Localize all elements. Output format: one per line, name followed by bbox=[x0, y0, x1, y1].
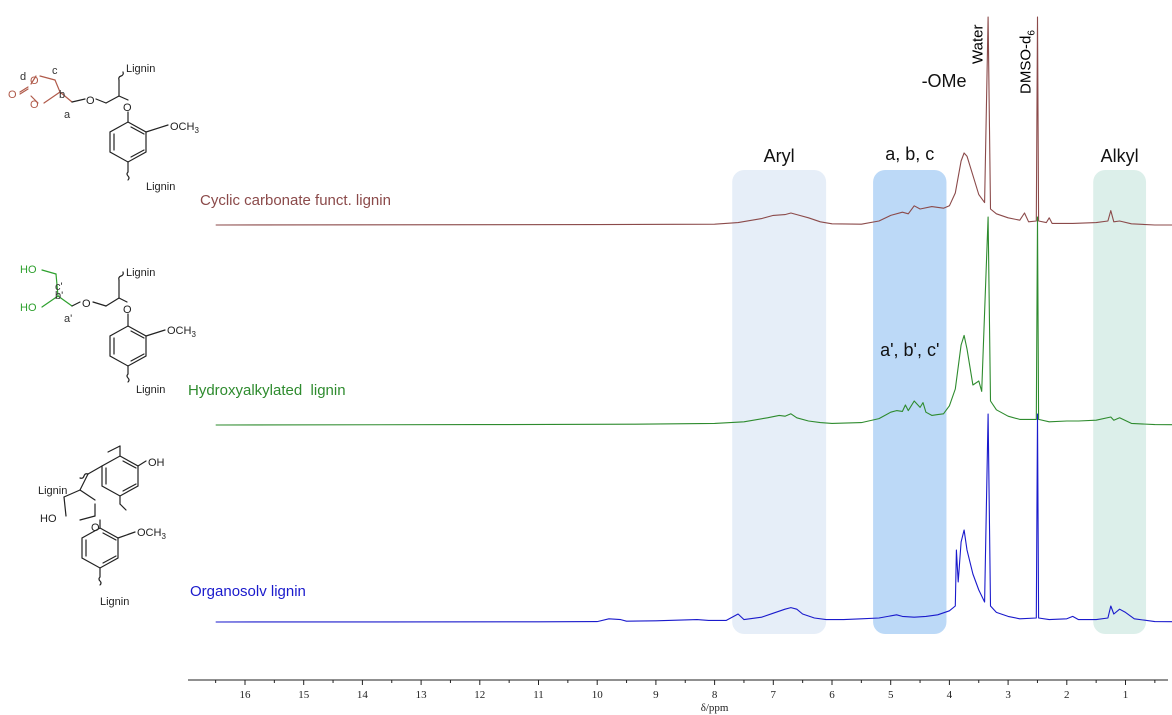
x-tick-label-1: 1 bbox=[1123, 689, 1129, 701]
struct2-label-lignin-bottom: Lignin bbox=[136, 384, 165, 396]
annotation-ome: -OMe bbox=[922, 71, 967, 91]
spectrum-line-2 bbox=[215, 413, 1172, 623]
annotation-water: Water bbox=[970, 25, 987, 64]
x-tick-label-14: 14 bbox=[357, 689, 369, 701]
x-axis: 161514131211109876543210 bbox=[188, 679, 1168, 701]
series-label-hydroxyalkylated: Hydroxyalkylated lignin bbox=[188, 382, 346, 399]
structure-organosolv bbox=[63, 445, 147, 586]
struct3-label-lignin-bottom: Lignin bbox=[100, 596, 129, 608]
x-tick-label-12: 12 bbox=[474, 689, 485, 701]
struct2-label-och: OCH3 bbox=[167, 325, 196, 339]
x-tick-label-3: 3 bbox=[1005, 689, 1011, 701]
spectrum-line-1 bbox=[215, 216, 1172, 426]
region-band-2 bbox=[1093, 170, 1147, 634]
struct1-label-o2: O bbox=[30, 75, 39, 87]
region-band-0 bbox=[732, 170, 827, 634]
struct1-label-o3: O bbox=[30, 99, 39, 111]
struct3-label-oh: OH bbox=[148, 457, 165, 469]
region-band-1 bbox=[873, 170, 947, 634]
spectra-series bbox=[215, 16, 1172, 623]
struct2-label-lignin-top: Lignin bbox=[126, 267, 155, 279]
struct3-och-sub: 3 bbox=[161, 532, 166, 541]
region-label-aryl: Aryl bbox=[764, 146, 795, 166]
highlight-regions bbox=[732, 170, 1147, 634]
struct3-och-main: OCH bbox=[137, 527, 162, 539]
series-label-cyclic-carbonate: Cyclic carbonate funct. lignin bbox=[200, 192, 391, 209]
struct1-label-c: c bbox=[52, 65, 58, 77]
x-tick-label-11: 11 bbox=[533, 689, 544, 701]
struct1-och-main: OCH bbox=[170, 121, 195, 133]
region-label-abc-prime: a', b', c' bbox=[880, 340, 939, 360]
struct2-label-ho1: HO bbox=[20, 264, 37, 276]
struct1-label-o1: O bbox=[8, 89, 17, 101]
struct2-label-o1: O bbox=[82, 298, 91, 310]
x-tick-label-16: 16 bbox=[240, 689, 252, 701]
struct2-label-o2: O bbox=[123, 304, 132, 316]
annotation-dmso: DMSO-d6 bbox=[1017, 30, 1037, 94]
structure-cyclic-carbonate: d c b a O O O O O Lignin OCH3 Lignin bbox=[8, 63, 199, 193]
series-label-organosolv: Organosolv lignin bbox=[190, 583, 306, 600]
struct3-label-o: O bbox=[91, 522, 100, 534]
struct1-label-lignin-bottom: Lignin bbox=[146, 181, 175, 193]
x-tick-label-7: 7 bbox=[771, 689, 777, 701]
x-tick-label-9: 9 bbox=[653, 689, 659, 701]
struct1-label-b: b bbox=[59, 89, 65, 101]
struct3-label-och: OCH3 bbox=[137, 527, 166, 541]
x-tick-label-4: 4 bbox=[947, 689, 953, 701]
annotation-dmso-subscript: 6 bbox=[1026, 30, 1037, 36]
x-tick-label-5: 5 bbox=[888, 689, 894, 701]
x-tick-label-13: 13 bbox=[416, 689, 428, 701]
x-axis-label: δ/ppm bbox=[701, 702, 729, 714]
struct2-label-a-prime: a' bbox=[64, 313, 72, 325]
structure-hydroxyalkylated: HO HO c' b' a' O O Lignin OCH3 Lignin bbox=[20, 264, 196, 396]
struct3-label-ho: HO bbox=[40, 513, 57, 525]
struct2-och-main: OCH bbox=[167, 325, 192, 337]
annotation-dmso-main: DMSO-d bbox=[1017, 36, 1034, 94]
struct2-label-c-prime: c' bbox=[55, 281, 63, 293]
struct1-label-och: OCH3 bbox=[170, 121, 199, 135]
spectrum-line-0 bbox=[215, 16, 1172, 226]
region-label-alkyl: Alkyl bbox=[1101, 146, 1139, 166]
struct1-och-sub: 3 bbox=[194, 126, 199, 135]
struct2-label-ho2: HO bbox=[20, 302, 37, 314]
struct2-och-sub: 3 bbox=[191, 330, 196, 339]
struct1-label-lignin-top: Lignin bbox=[126, 63, 155, 75]
struct2-label-b-prime: b' bbox=[55, 290, 63, 302]
struct1-label-o5: O bbox=[123, 102, 132, 114]
region-label-abc: a, b, c bbox=[885, 144, 934, 164]
struct1-label-a: a bbox=[64, 109, 71, 121]
x-tick-label-10: 10 bbox=[592, 689, 604, 701]
x-tick-label-8: 8 bbox=[712, 689, 718, 701]
x-tick-label-15: 15 bbox=[298, 689, 310, 701]
x-tick-label-6: 6 bbox=[829, 689, 835, 701]
struct1-label-o4: O bbox=[86, 95, 95, 107]
struct1-label-d: d bbox=[20, 71, 26, 83]
x-tick-label-2: 2 bbox=[1064, 689, 1070, 701]
struct3-label-lignin-left: Lignin bbox=[38, 485, 67, 497]
